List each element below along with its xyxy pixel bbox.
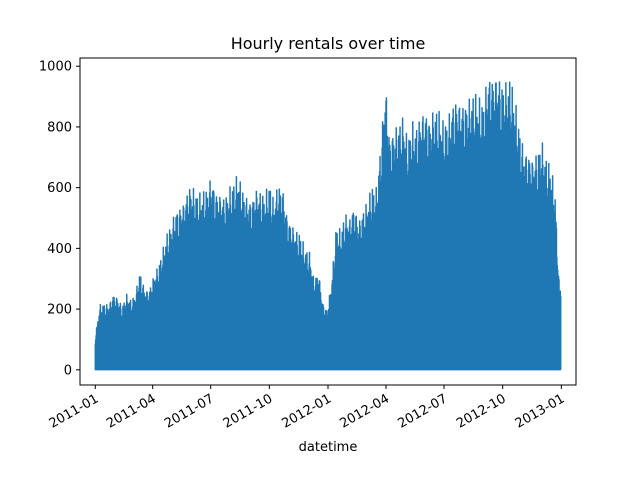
y-tick-label: 200 [47, 303, 72, 318]
y-tick-label: 0 [64, 363, 72, 378]
y-tick-label: 600 [47, 181, 72, 196]
chart-title: Hourly rentals over time [231, 34, 426, 53]
y-axis: 0 200 400 600 800 1000 [39, 60, 80, 378]
y-tick-label: 400 [47, 242, 72, 257]
series-area [94, 81, 562, 371]
x-axis-label: datetime [299, 440, 358, 455]
y-tick-label: 800 [47, 120, 72, 135]
y-tick-label: 1000 [39, 60, 72, 75]
